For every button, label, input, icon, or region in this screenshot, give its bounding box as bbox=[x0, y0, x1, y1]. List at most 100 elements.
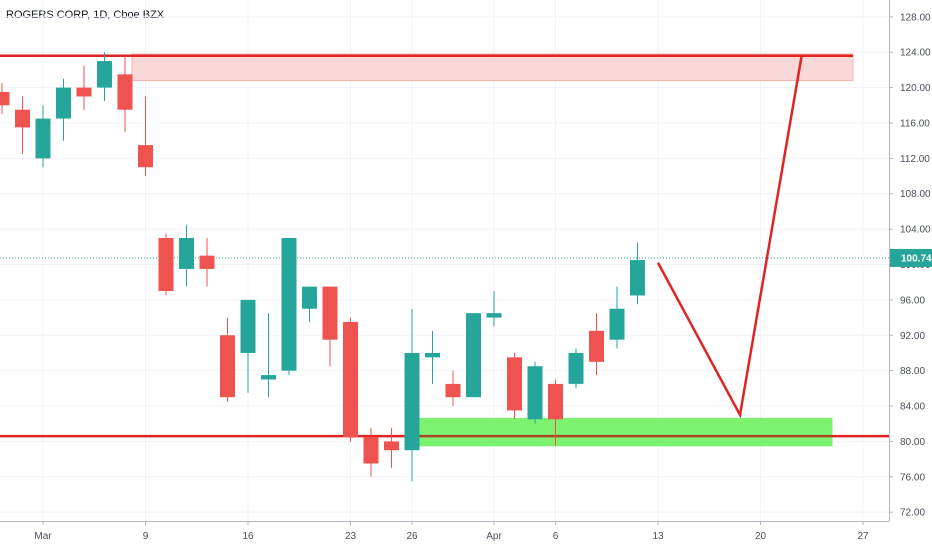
time-tick-label: 23 bbox=[345, 531, 357, 542]
price-tick-label: 80.00 bbox=[900, 437, 925, 448]
candle-body bbox=[97, 61, 112, 88]
candle bbox=[179, 224, 194, 287]
price-tick-label: 92.00 bbox=[900, 331, 925, 342]
price-tick-label: 72.00 bbox=[900, 508, 925, 519]
candle-body bbox=[548, 383, 563, 420]
candle bbox=[527, 361, 543, 424]
time-tick-label: Apr bbox=[486, 531, 502, 542]
candle bbox=[97, 52, 112, 101]
candle bbox=[486, 291, 502, 327]
price-tick-label: 88.00 bbox=[900, 366, 925, 377]
candle-body bbox=[117, 74, 133, 110]
candle bbox=[302, 286, 317, 322]
candle bbox=[384, 428, 399, 468]
price-tick-label: 116.00 bbox=[900, 118, 930, 129]
candle bbox=[466, 313, 481, 398]
candle-body bbox=[179, 237, 194, 269]
axis-corner bbox=[889, 521, 932, 550]
time-tick-label: 26 bbox=[406, 531, 418, 542]
time-axis[interactable]: Mar 9 16 23 26 Apr 6 13 20 27 bbox=[0, 521, 932, 550]
time-tick-label: 6 bbox=[553, 531, 559, 542]
candle bbox=[343, 317, 358, 442]
candle-body bbox=[302, 286, 317, 309]
price-tick-label: 84.00 bbox=[900, 402, 925, 413]
price-tick-label: 124.00 bbox=[900, 48, 931, 59]
price-axis[interactable]: 72.0076.0080.0084.0088.0092.0096.00100.0… bbox=[889, 0, 932, 521]
candle-body bbox=[0, 92, 10, 106]
time-tick-label: Mar bbox=[34, 531, 52, 542]
price-tick-label: 104.00 bbox=[900, 225, 931, 236]
candle-body bbox=[363, 436, 379, 464]
candle bbox=[220, 317, 235, 402]
zones-layer bbox=[131, 53, 854, 447]
candle bbox=[15, 96, 30, 154]
candle bbox=[35, 105, 51, 168]
candle-body bbox=[158, 237, 174, 292]
candle bbox=[56, 78, 71, 141]
candle-body bbox=[281, 237, 297, 371]
supply-zone bbox=[131, 53, 854, 82]
candle-body bbox=[199, 255, 215, 269]
candle bbox=[281, 237, 297, 376]
candle-body bbox=[630, 260, 645, 296]
candle-body bbox=[486, 313, 502, 318]
candle-body bbox=[261, 375, 276, 380]
candle bbox=[609, 286, 625, 349]
last-price-label: 100.74 bbox=[901, 253, 932, 264]
candle bbox=[445, 370, 461, 407]
projection-path bbox=[656, 56, 803, 419]
candle-body bbox=[322, 286, 338, 340]
candle bbox=[158, 233, 174, 296]
candle-body bbox=[445, 383, 461, 398]
price-tick-label: 112.00 bbox=[900, 154, 930, 165]
demand-zone bbox=[418, 417, 833, 447]
candle-body bbox=[507, 357, 522, 411]
price-tick-label: 128.00 bbox=[900, 12, 931, 23]
candle bbox=[138, 96, 153, 177]
candle bbox=[261, 313, 276, 398]
time-tick-label: 20 bbox=[755, 531, 767, 542]
candle-body bbox=[589, 330, 604, 362]
time-tick-label: 16 bbox=[242, 531, 254, 542]
time-axis-bg bbox=[0, 521, 932, 550]
candle bbox=[548, 379, 563, 446]
horizontal-lines-layer bbox=[0, 54, 889, 438]
price-tick-label: 96.00 bbox=[900, 295, 925, 306]
candle-body bbox=[35, 118, 51, 159]
candle bbox=[76, 65, 92, 110]
candle-body bbox=[138, 145, 153, 168]
chart-title: ROGERS CORP, 1D, Cboe BZX bbox=[6, 9, 165, 21]
candles-layer bbox=[0, 52, 645, 482]
candle bbox=[404, 308, 420, 482]
candle-body bbox=[466, 313, 481, 398]
candle bbox=[322, 286, 338, 367]
candle bbox=[240, 299, 256, 393]
candle-body bbox=[425, 352, 440, 358]
candle-body bbox=[527, 366, 543, 420]
candle-body bbox=[404, 352, 420, 451]
candle bbox=[425, 330, 440, 384]
candle-body bbox=[56, 87, 71, 119]
candle bbox=[363, 428, 379, 477]
time-tick-label: 9 bbox=[143, 531, 149, 542]
candle-body bbox=[568, 352, 584, 384]
last-price-tag bbox=[890, 248, 932, 267]
time-tick-label: 27 bbox=[857, 531, 869, 542]
drawings-layer bbox=[656, 56, 803, 419]
candle bbox=[630, 242, 645, 305]
candle bbox=[0, 83, 10, 115]
candle-body bbox=[343, 321, 358, 437]
candle bbox=[589, 313, 604, 376]
candle-body bbox=[220, 335, 235, 398]
candle bbox=[117, 56, 133, 132]
price-tick-label: 120.00 bbox=[900, 83, 931, 94]
candle-body bbox=[384, 441, 399, 451]
candle-body bbox=[15, 109, 30, 128]
price-tick-label: 76.00 bbox=[900, 472, 925, 483]
candle-body bbox=[609, 308, 625, 340]
candle bbox=[199, 237, 215, 287]
candle-body bbox=[240, 299, 256, 353]
candle bbox=[568, 348, 584, 389]
candle bbox=[507, 352, 522, 420]
